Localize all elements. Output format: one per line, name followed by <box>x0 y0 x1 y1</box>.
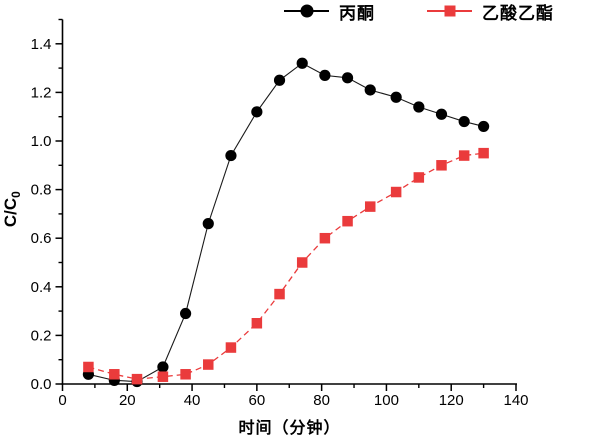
svg-text:60: 60 <box>249 392 266 409</box>
legend-label-acetone: 丙酮 <box>339 3 375 23</box>
svg-text:0.8: 0.8 <box>31 182 52 199</box>
svg-text:140: 140 <box>503 392 528 409</box>
svg-text:1.0: 1.0 <box>31 133 52 150</box>
legend-item-ethyl-acetate[interactable]: 乙酸乙酯 <box>427 0 554 24</box>
legend-item-acetone[interactable]: 丙酮 <box>284 0 375 24</box>
svg-text:40: 40 <box>184 392 201 409</box>
x-axis-title: 时间（分钟） <box>238 420 341 437</box>
svg-text:120: 120 <box>439 392 464 409</box>
series-acetone <box>82 57 490 388</box>
svg-text:0.0: 0.0 <box>31 376 52 393</box>
series-ethyl-acetate <box>83 147 489 385</box>
svg-text:1.2: 1.2 <box>31 84 52 101</box>
svg-text:0.6: 0.6 <box>31 230 52 247</box>
acetone-circle-marker-icon <box>300 4 313 18</box>
svg-text:0: 0 <box>58 392 66 409</box>
svg-text:80: 80 <box>313 392 330 409</box>
legend-label-ethyl-acetate: 乙酸乙酯 <box>482 3 554 23</box>
y-axis-title: C/C0 <box>1 159 23 259</box>
y-axis-title-text: C/C <box>0 197 20 228</box>
svg-text:0.4: 0.4 <box>31 279 52 296</box>
acetone-line-circle-icon <box>284 4 329 18</box>
ethyl-acetate-square-marker-icon <box>444 5 455 17</box>
svg-text:0.2: 0.2 <box>31 327 52 344</box>
svg-text:20: 20 <box>119 392 136 409</box>
axes: 0 20 40 60 80 100 120 140 0.0 0.2 0.4 0.6 0.8 1.0 1.2 1… <box>31 18 529 409</box>
y-axis-title-sub: 0 <box>9 191 24 198</box>
legend: 丙酮 乙酸乙酯 <box>284 0 554 24</box>
ethyl-acetate-line-square-icon <box>427 4 472 18</box>
svg-text:1.4: 1.4 <box>31 36 52 53</box>
svg-text:100: 100 <box>374 392 399 409</box>
